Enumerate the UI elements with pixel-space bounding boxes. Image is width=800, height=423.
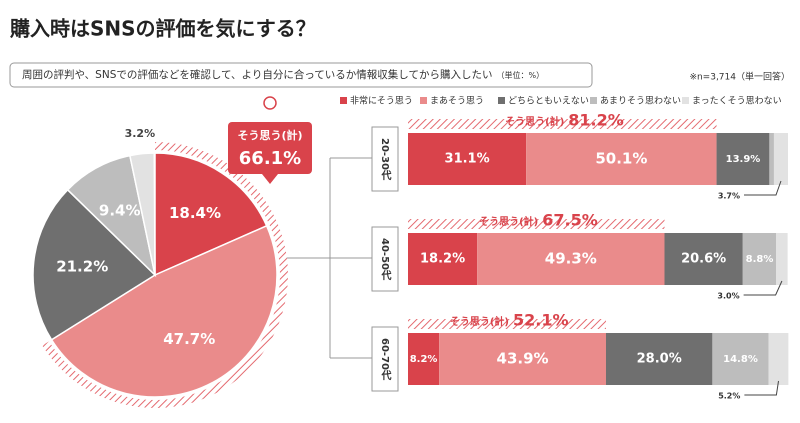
category-label: 20-30代 [379, 138, 392, 181]
total-label: そう思う(計) [450, 315, 509, 328]
subtitle-text: 周囲の評判や、SNSでの評価などを確認して、より自分に合っているか情報収集してか… [22, 68, 492, 81]
legend-swatch [590, 97, 597, 104]
bar-segment [408, 333, 440, 385]
legend-swatch [498, 97, 505, 104]
category-box [371, 126, 399, 192]
leader-line [744, 180, 782, 196]
bar-label: 8.2% [410, 354, 438, 365]
bar-segment [408, 133, 527, 185]
pie-label: 21.2% [56, 258, 108, 276]
pie-label: 47.7% [163, 330, 215, 348]
note: ※n=3,714（単一回答） [689, 71, 790, 83]
legend-swatch [682, 97, 689, 104]
legend-label: まあそう思う [430, 96, 484, 107]
title: 購入時はSNSの評価を気にする？ [10, 17, 316, 41]
callout-label: そう思う(計) [237, 128, 302, 142]
bar-segment [742, 233, 777, 285]
bar-label: 8.8% [746, 254, 774, 265]
pie-label: 9.4% [99, 201, 141, 219]
total-value: 52.1% [513, 311, 569, 330]
legend-swatch [340, 97, 347, 104]
total-label: そう思う(計) [479, 215, 538, 228]
bar-segment [769, 133, 774, 185]
subtitle-box [9, 62, 593, 88]
bar-segment [439, 333, 606, 385]
bar-label: 20.6% [681, 252, 726, 267]
person-icon [263, 96, 277, 110]
callout-pointer [262, 174, 278, 184]
callout-box [228, 122, 312, 174]
subtitle: 周囲の評判や、SNSでの評価などを確認して、より自分に合っているか情報収集してか… [22, 68, 544, 81]
unit: （単位：%） [496, 70, 544, 80]
connector [280, 157, 372, 359]
category-box [371, 326, 399, 392]
pie-slice [32, 188, 157, 341]
bar-label: 50.1% [595, 150, 647, 168]
pie-slice [154, 152, 268, 277]
bar-segment [716, 133, 770, 185]
total-label: そう思う(計) [505, 115, 564, 128]
pie-slice [128, 152, 156, 276]
bar-segment [773, 133, 788, 185]
legend-swatch [420, 97, 427, 104]
pie-slice [50, 224, 278, 398]
bar-segment [408, 233, 478, 285]
pie-label: 3.2% [125, 127, 156, 140]
legend-label: 非常にそう思う [350, 95, 413, 107]
bar-label: 18.2% [420, 252, 465, 267]
bar-label: 49.3% [545, 250, 597, 268]
leader-line [744, 380, 779, 396]
total-hatch [408, 119, 717, 129]
bar-label: 14.8% [723, 354, 758, 365]
bar-segment [664, 233, 743, 285]
total-value: 67.5% [542, 211, 598, 230]
bar-label: 3.0% [717, 292, 739, 301]
total-hatch [408, 219, 665, 229]
bar-label: 5.2% [718, 392, 740, 401]
total-hatch [408, 319, 606, 329]
bar-label: 31.1% [445, 152, 490, 167]
legend-label: どちらともいえない [508, 96, 589, 107]
bar-segment [768, 333, 789, 385]
bar-label: 3.7% [718, 192, 740, 201]
total-value: 81.2% [568, 111, 624, 130]
category-label: 60-70代 [379, 338, 392, 381]
bar-segment [526, 133, 717, 185]
callout-value: 66.1% [239, 148, 301, 169]
leader-line [743, 280, 783, 296]
bar-label: 43.9% [497, 350, 549, 368]
category-label: 40-50代 [379, 238, 392, 281]
legend-label: あまりそう思わない [600, 96, 681, 107]
bar-segment [776, 233, 788, 285]
bar-segment [712, 333, 769, 385]
category-box [371, 226, 399, 292]
bar-label: 13.9% [726, 154, 761, 165]
pie-label: 18.4% [169, 204, 221, 222]
bar-label: 28.0% [637, 352, 682, 367]
legend-label: まったくそう思わない [692, 96, 782, 107]
bar-segment [605, 333, 713, 385]
bar-segment [477, 233, 665, 285]
